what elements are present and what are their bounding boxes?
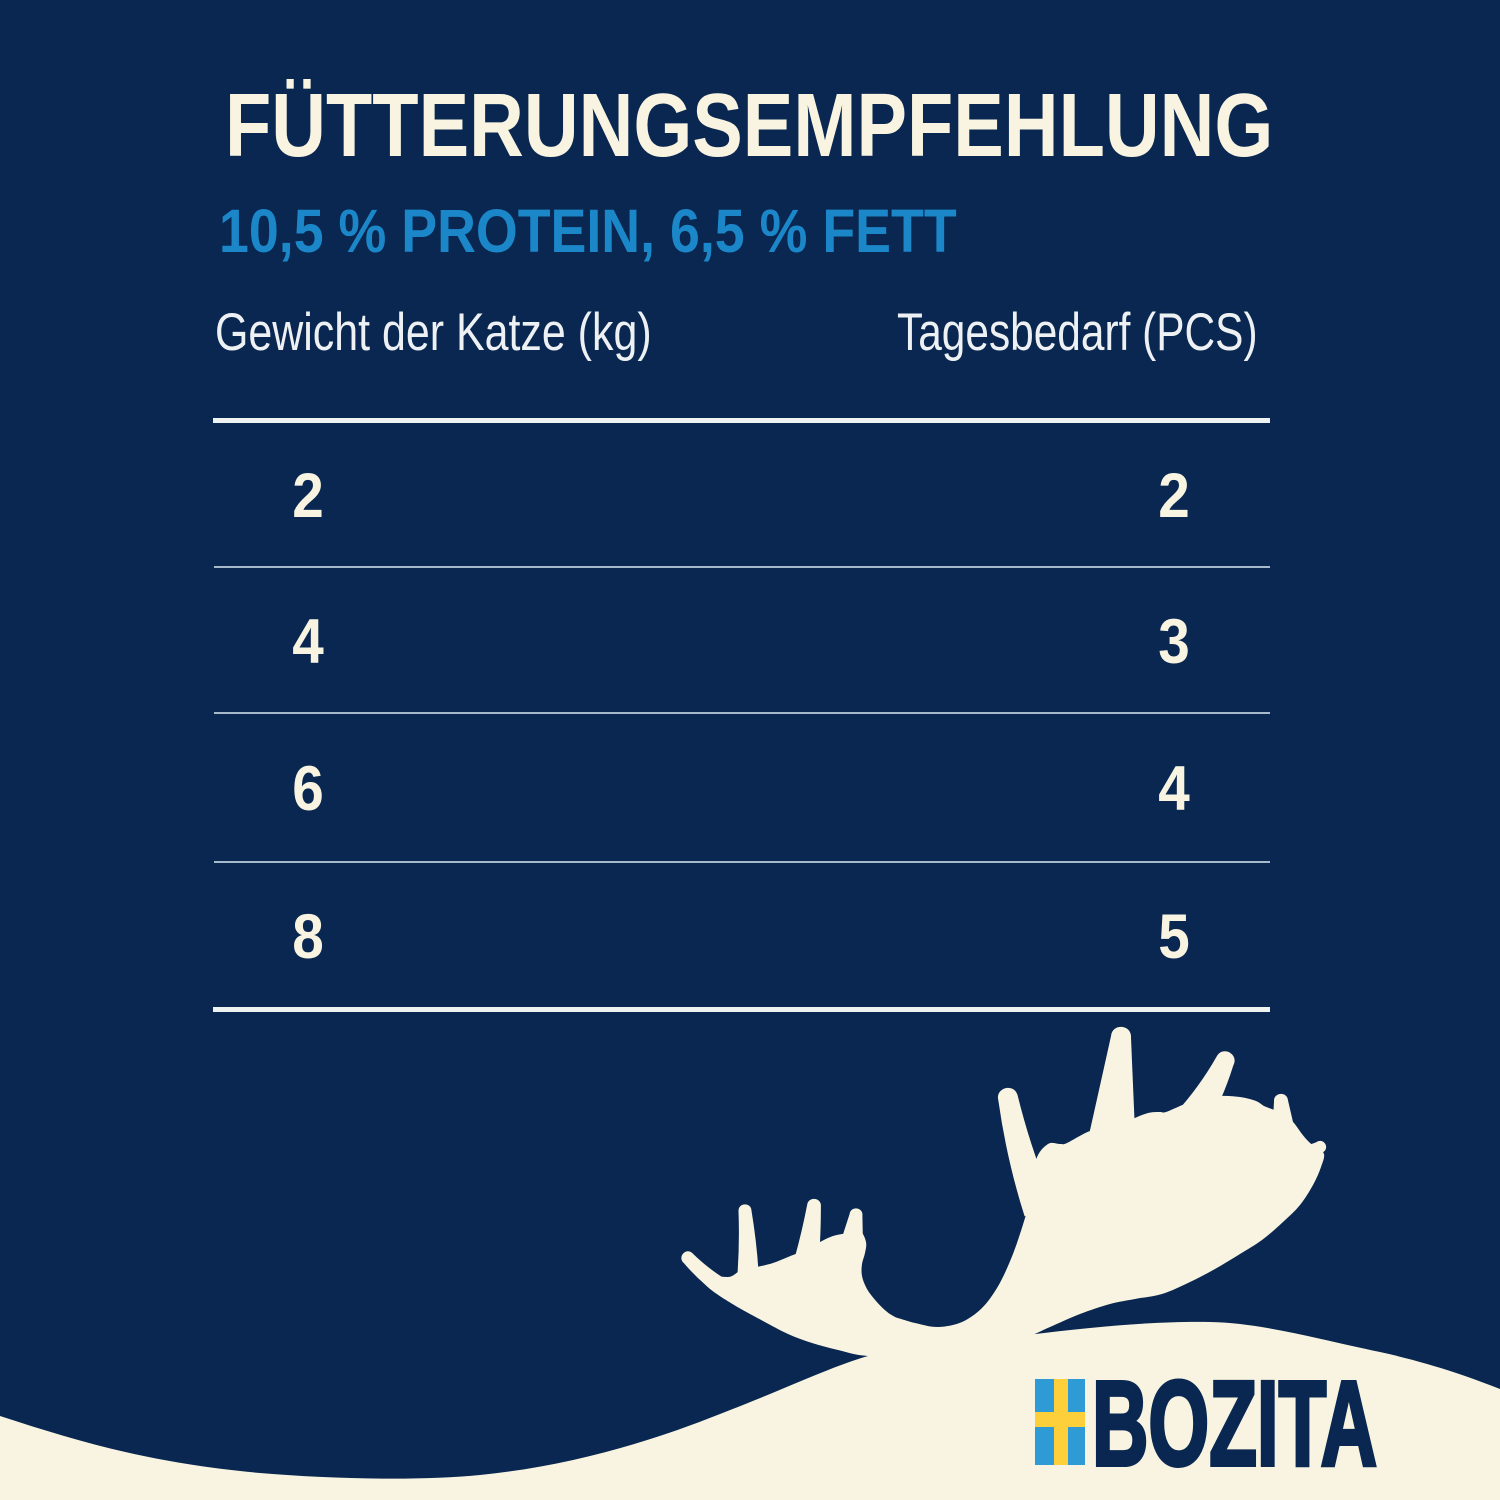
svg-text:BOZITA: BOZITA bbox=[1092, 1355, 1377, 1491]
